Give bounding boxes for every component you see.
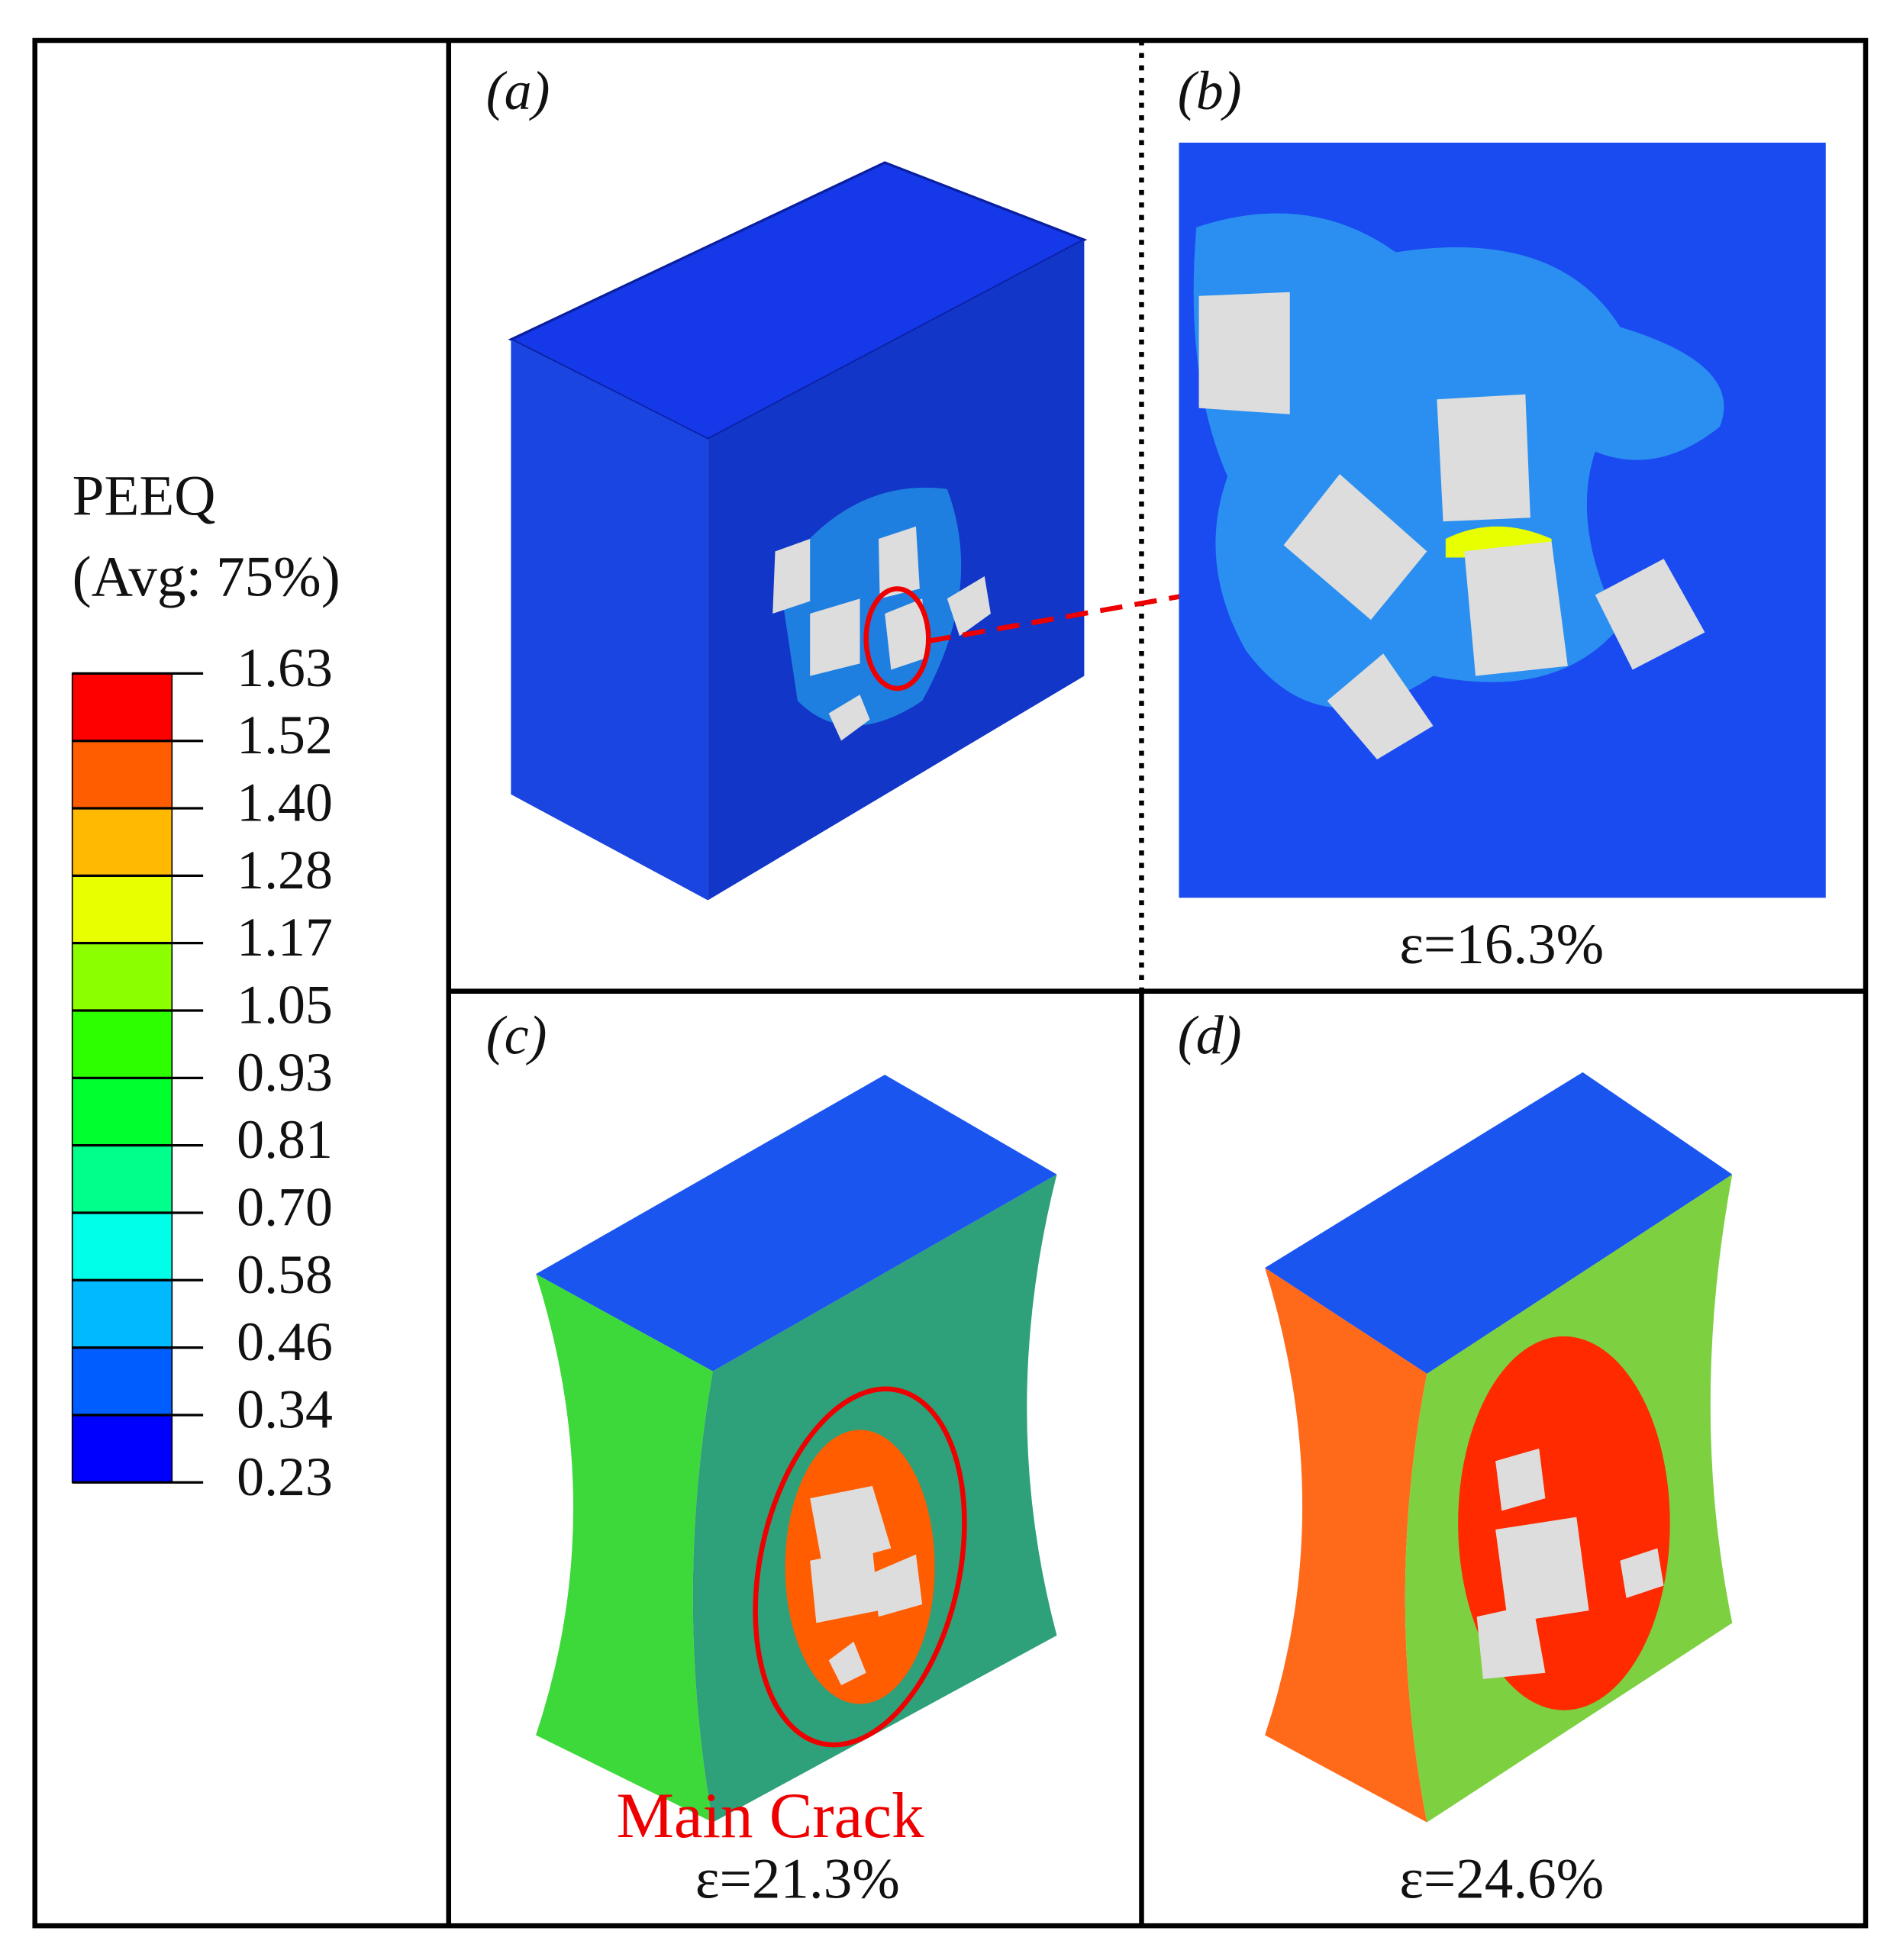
particle xyxy=(1595,559,1705,670)
face xyxy=(511,339,708,901)
colorbar-label: 1.28 xyxy=(237,840,333,901)
colorbar-bin xyxy=(72,875,173,943)
highlight xyxy=(753,1386,967,1748)
colorbar-label: 0.70 xyxy=(237,1176,333,1237)
model-b xyxy=(1179,142,1826,898)
colorbar-bin xyxy=(72,1347,173,1415)
colorbar-bin xyxy=(72,1414,173,1483)
particle xyxy=(810,598,860,676)
model-d xyxy=(1265,1072,1733,1823)
colorbar-bin xyxy=(72,808,173,876)
particle xyxy=(1476,1604,1546,1679)
particle xyxy=(1620,1548,1664,1598)
colorbar-label: 0.58 xyxy=(237,1244,333,1305)
colorbar-bin xyxy=(72,943,173,1011)
face xyxy=(536,1075,1057,1372)
colorbar: 1.631.521.40 1.281.171.05 0.930.810.70 0.58… xyxy=(71,637,333,1507)
strain-caption: ε=21.3% xyxy=(695,1848,900,1911)
arrow xyxy=(927,551,1421,644)
particle xyxy=(885,598,929,670)
particle xyxy=(947,576,991,637)
particle xyxy=(872,1554,923,1617)
model-a xyxy=(508,161,1088,901)
colorbar-bin xyxy=(72,740,173,809)
face xyxy=(1265,1072,1733,1374)
panel-label: (b) xyxy=(1178,60,1242,121)
panel-label: (c) xyxy=(486,1004,547,1065)
particle xyxy=(1198,292,1290,414)
particle xyxy=(1495,1517,1589,1623)
legend-title: PEEQ xyxy=(73,464,216,527)
particle xyxy=(810,1548,879,1623)
face xyxy=(1265,1268,1427,1823)
particle xyxy=(1437,394,1530,522)
colorbar-label: 0.46 xyxy=(237,1311,333,1372)
strain-caption: ε=24.6% xyxy=(1399,1848,1604,1911)
strain-caption: ε=16.3% xyxy=(1399,913,1604,976)
particle xyxy=(1464,541,1568,676)
frame xyxy=(32,37,1869,1929)
colorbar-label: 1.40 xyxy=(237,772,333,833)
face xyxy=(536,1274,713,1823)
particle xyxy=(828,1641,866,1686)
particle xyxy=(1283,474,1427,621)
colorbar-bin xyxy=(72,1010,173,1078)
colorbar-label: 0.34 xyxy=(237,1378,333,1439)
colorbar-label: 1.17 xyxy=(237,907,333,968)
colorbar-label: 1.52 xyxy=(237,704,333,766)
colorbar-bin xyxy=(72,1145,173,1213)
colorbar-label: 0.93 xyxy=(237,1042,333,1103)
colorbar-label: 1.05 xyxy=(237,974,333,1035)
particle xyxy=(1495,1448,1546,1511)
legend-subtitle: (Avg: 75%) xyxy=(73,545,340,608)
panel-label: (d) xyxy=(1178,1004,1242,1065)
particle xyxy=(772,539,811,614)
colorbar-label: 0.23 xyxy=(237,1446,333,1507)
annotation: Main Crack xyxy=(616,1780,924,1852)
particle xyxy=(1327,653,1434,760)
colorbar-bin xyxy=(72,673,173,741)
particle xyxy=(810,1485,892,1567)
colorbar-bin xyxy=(72,1078,173,1146)
panel-label: (a) xyxy=(486,60,550,121)
colorbar-label: 1.63 xyxy=(237,637,333,698)
particle xyxy=(828,695,870,741)
colorbar-bin xyxy=(72,1280,173,1348)
colorbar-label: 0.81 xyxy=(237,1109,333,1170)
model-c xyxy=(536,1075,1057,1823)
particle xyxy=(878,526,920,599)
colorbar-bin xyxy=(72,1212,173,1281)
